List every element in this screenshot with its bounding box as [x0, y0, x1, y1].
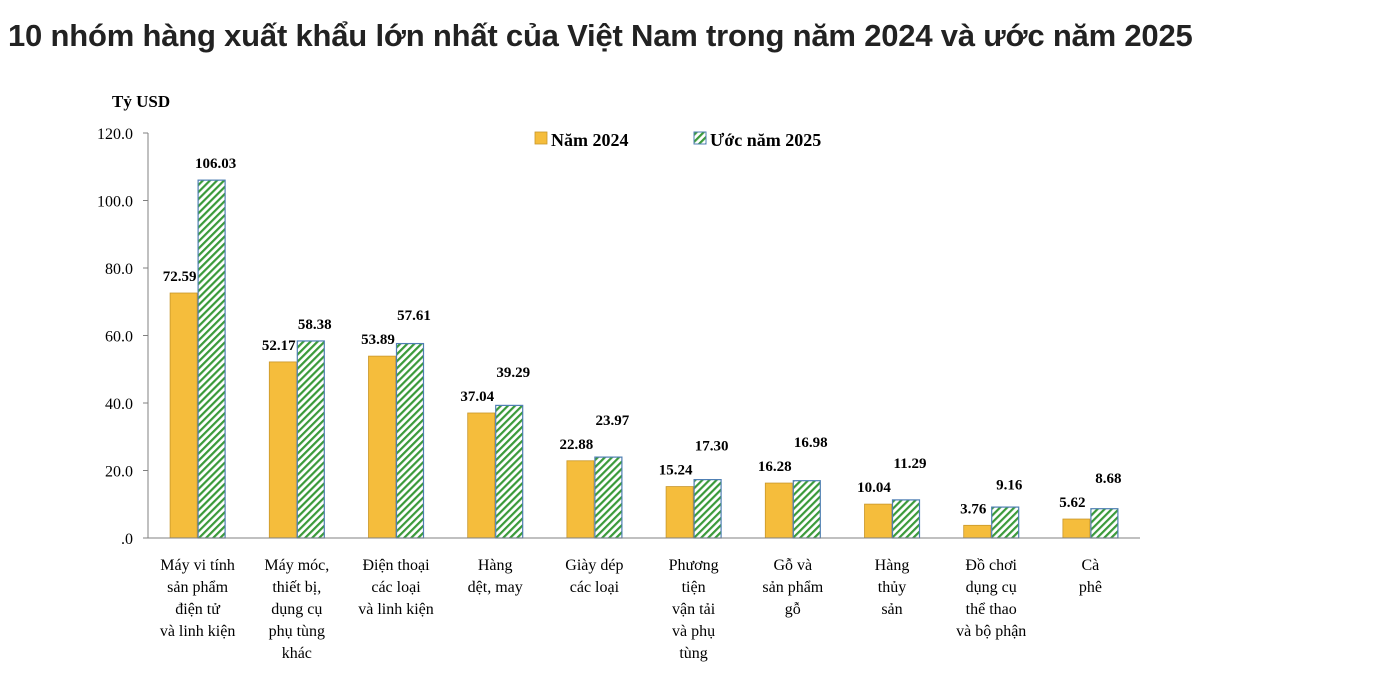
data-label-2024: 53.89 — [361, 332, 395, 348]
legend-label-2024: Năm 2024 — [551, 130, 629, 150]
bar-2025 — [197, 179, 226, 539]
category-label: Máy móc, thiết bị, dụng cụ phụ tùng khác — [264, 557, 329, 662]
bars — [169, 179, 1119, 539]
data-label-2024: 16.28 — [758, 459, 792, 475]
data-label-2025: 57.61 — [397, 308, 431, 324]
bar-2024 — [864, 503, 892, 539]
bar-2025 — [395, 342, 425, 539]
category-label: Gỗ và sản phẩm gỗ — [762, 557, 823, 618]
category-label: Hàng thủy sản — [875, 557, 910, 618]
bar-2024 — [368, 355, 396, 539]
bar-2024 — [169, 292, 198, 539]
bar-2025 — [792, 480, 821, 539]
y-tick-label: 20.0 — [105, 464, 133, 481]
legend-swatch-2024 — [534, 131, 548, 145]
category-label: Điện thoại các loại và linh kiện — [358, 557, 434, 618]
data-label-2024: 37.04 — [460, 389, 494, 405]
data-label-2024: 72.59 — [163, 269, 197, 285]
data-label-2024: 52.17 — [262, 338, 296, 354]
category-label: Cà phê — [1079, 557, 1102, 596]
data-label-2025: 8.68 — [1095, 471, 1121, 487]
legend: Năm 2024 Ước năm 2025 — [534, 130, 821, 150]
bar-2024 — [1062, 518, 1091, 539]
category-labels: Máy vi tính sản phẩm điện tử và linh kiện Má… — [160, 557, 1102, 662]
bar-2024 — [467, 412, 496, 539]
bar-2024 — [566, 460, 595, 539]
data-label-2025: 106.03 — [195, 156, 236, 172]
data-label-2024: 22.88 — [560, 437, 594, 453]
bar-2024 — [268, 361, 297, 539]
y-tick-label: 40.0 — [105, 396, 133, 413]
data-label-2024: 10.04 — [857, 480, 891, 496]
bar-2024 — [963, 524, 992, 539]
category-label: Phương tiện vận tải và phụ tùng — [669, 557, 719, 662]
bar-2025 — [495, 404, 524, 539]
data-label-2025: 9.16 — [996, 477, 1023, 493]
data-label-2025: 58.38 — [298, 317, 332, 333]
data-label-2025: 11.29 — [894, 456, 927, 472]
category-label: Hàng dệt, may — [468, 557, 523, 596]
y-tick-label: 120.0 — [97, 126, 133, 143]
y-tick-label: .0 — [121, 531, 133, 548]
chart-title: 10 nhóm hàng xuất khẩu lớn nhất của Việt… — [8, 18, 1193, 53]
bar-2025 — [891, 499, 921, 539]
bar-2025 — [693, 479, 722, 539]
bar-2024 — [764, 482, 793, 539]
data-label-2025: 23.97 — [596, 413, 630, 429]
bar-2025 — [1090, 508, 1119, 539]
legend-label-2025: Ước năm 2025 — [710, 130, 821, 150]
category-label: Máy vi tính sản phẩm điện tử và linh kiện — [160, 557, 236, 640]
bar-2024 — [665, 486, 694, 539]
data-label-2024: 15.24 — [659, 463, 693, 479]
bar-2025 — [594, 456, 623, 539]
data-label-2025: 17.30 — [695, 439, 729, 455]
data-label-2024: 5.62 — [1059, 495, 1085, 511]
y-axis-unit-label: Tỷ USD — [112, 92, 170, 111]
y-tick-label: 100.0 — [97, 194, 133, 211]
data-label-2024: 3.76 — [960, 501, 987, 517]
data-label-2025: 39.29 — [496, 365, 530, 381]
legend-swatch-2025 — [693, 131, 707, 145]
bar-2025 — [991, 506, 1020, 539]
category-label: Giày dép các loại — [565, 557, 623, 596]
category-label: Đồ chơi dụng cụ thể thao và bộ phận — [956, 557, 1026, 640]
bar-2025 — [296, 340, 325, 539]
y-tick-label: 80.0 — [105, 261, 133, 278]
y-axis-ticks: .0 20.0 40.0 60.0 80.0 100.0 120.0 — [97, 126, 148, 548]
y-tick-label: 60.0 — [105, 329, 133, 346]
data-label-2025: 16.98 — [794, 435, 828, 451]
